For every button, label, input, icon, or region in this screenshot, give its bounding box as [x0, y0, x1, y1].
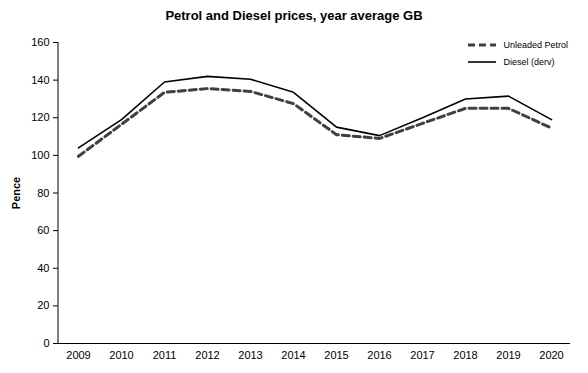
svg-text:2009: 2009 [66, 349, 90, 361]
html-text:Petrol and Diesel prices, year: Petrol and Diesel prices, year average G… [165, 8, 423, 23]
svg-text:100: 100 [31, 149, 49, 161]
svg-text:140: 140 [31, 74, 49, 86]
svg-text:2015: 2015 [324, 349, 348, 361]
svg-text:0: 0 [43, 337, 49, 349]
svg-text:60: 60 [37, 224, 49, 236]
svg-text:2017: 2017 [410, 349, 434, 361]
html-text:Diesel (derv): Diesel (derv) [503, 56, 555, 67]
svg-text:2013: 2013 [238, 349, 262, 361]
html-text:Unleaded Petrol: Unleaded Petrol [503, 39, 568, 50]
svg-text:80: 80 [37, 187, 49, 199]
svg-text:120: 120 [31, 111, 49, 123]
svg-text:160: 160 [31, 36, 49, 48]
svg-text:2018: 2018 [453, 349, 477, 361]
svg-text:2010: 2010 [109, 349, 133, 361]
svg-text:2016: 2016 [367, 349, 391, 361]
svg-text:20: 20 [37, 299, 49, 311]
svg-text:2014: 2014 [281, 349, 305, 361]
svg-text:40: 40 [37, 262, 49, 274]
svg-text:2019: 2019 [496, 349, 520, 361]
svg-text:2011: 2011 [153, 349, 177, 361]
svg-text:2020: 2020 [539, 349, 563, 361]
svg-text:Pence: Pence [10, 177, 22, 209]
svg-text:2012: 2012 [195, 349, 219, 361]
